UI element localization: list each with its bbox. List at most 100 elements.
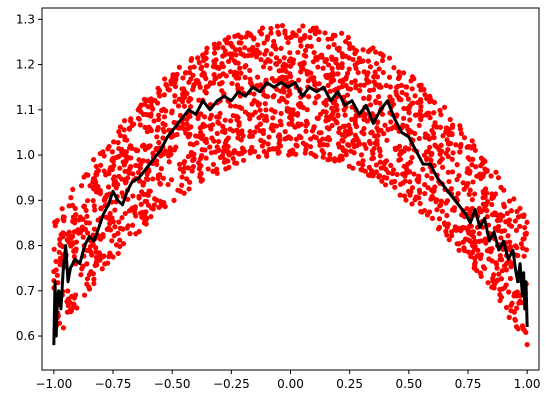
scatter-point bbox=[251, 97, 257, 104]
scatter-point bbox=[374, 141, 380, 147]
scatter-point bbox=[269, 122, 275, 128]
scatter-point bbox=[517, 223, 523, 229]
scatter-point bbox=[418, 104, 424, 110]
scatter-point bbox=[300, 23, 306, 29]
scatter-point bbox=[166, 159, 172, 165]
scatter-point bbox=[141, 180, 147, 186]
scatter-point bbox=[111, 233, 117, 239]
scatter-point bbox=[150, 150, 156, 156]
scatter-point bbox=[302, 47, 309, 54]
scatter-point bbox=[272, 42, 278, 49]
scatter-point bbox=[286, 88, 292, 94]
scatter-point bbox=[466, 223, 473, 229]
scatter-point bbox=[327, 151, 333, 158]
scatter-point bbox=[318, 130, 324, 136]
scatter-point bbox=[361, 95, 367, 101]
scatter-point bbox=[180, 121, 186, 127]
scatter-point bbox=[247, 133, 253, 139]
scatter-point bbox=[111, 163, 117, 169]
scatter-point bbox=[259, 143, 265, 149]
scatter-point bbox=[411, 171, 417, 177]
scatter-point bbox=[482, 158, 488, 164]
scatter-point bbox=[506, 314, 512, 320]
scatter-point bbox=[110, 254, 116, 260]
scatter-point bbox=[101, 153, 107, 159]
scatter-point bbox=[172, 93, 178, 99]
scatter-point bbox=[342, 123, 348, 129]
scatter-point bbox=[295, 123, 302, 129]
scatter-point bbox=[256, 101, 262, 107]
scatter-point bbox=[310, 59, 316, 65]
scatter-point bbox=[339, 153, 345, 160]
scatter-point bbox=[403, 92, 410, 98]
scatter-point bbox=[161, 92, 167, 98]
scatter-point bbox=[391, 65, 397, 71]
scatter-point bbox=[215, 138, 222, 145]
scatter-point bbox=[83, 171, 89, 178]
scatter-point bbox=[234, 82, 241, 88]
scatter-point bbox=[130, 171, 136, 177]
scatter-point bbox=[483, 186, 489, 192]
scatter-point bbox=[523, 247, 530, 253]
scatter-point bbox=[417, 111, 423, 117]
scatter-point bbox=[116, 129, 122, 135]
scatter-point bbox=[334, 107, 340, 113]
scatter-point bbox=[142, 124, 148, 130]
scatter-point bbox=[211, 41, 217, 47]
scatter-point bbox=[396, 75, 402, 82]
scatter-point bbox=[357, 82, 364, 88]
scatter-point bbox=[312, 82, 318, 88]
scatter-point bbox=[112, 224, 118, 230]
scatter-point bbox=[198, 111, 204, 117]
scatter-point bbox=[456, 247, 462, 253]
scatter-point bbox=[151, 202, 158, 208]
scatter-point bbox=[208, 150, 215, 156]
scatter-point bbox=[225, 149, 231, 155]
scatter-point bbox=[86, 220, 93, 226]
line-series bbox=[52, 81, 529, 346]
scatter-point bbox=[370, 87, 377, 93]
scatter-point bbox=[374, 125, 380, 131]
scatter-point bbox=[412, 93, 418, 99]
scatter-point bbox=[380, 69, 386, 76]
scatter-point bbox=[385, 170, 391, 176]
scatter-point bbox=[438, 142, 444, 148]
scatter-point bbox=[262, 93, 269, 99]
scatter-point bbox=[277, 75, 283, 81]
scatter-point bbox=[258, 57, 264, 63]
scatter-point bbox=[435, 226, 442, 232]
scatter-point bbox=[171, 197, 177, 203]
scatter-point bbox=[278, 45, 284, 52]
scatter-point bbox=[73, 248, 79, 254]
scatter-point bbox=[358, 152, 365, 158]
scatter-point bbox=[145, 192, 151, 198]
scatter-point bbox=[316, 36, 322, 43]
scatter-point bbox=[476, 231, 482, 237]
scatter-point bbox=[421, 86, 427, 93]
scatter-point bbox=[495, 277, 501, 283]
scatter-point bbox=[72, 216, 78, 222]
scatter-point bbox=[126, 145, 133, 151]
scatter-point bbox=[157, 181, 164, 187]
scatter-point bbox=[257, 107, 263, 113]
scatter-point bbox=[447, 116, 453, 123]
scatter-point bbox=[465, 237, 471, 243]
scatter-point bbox=[306, 94, 312, 100]
scatter-point bbox=[501, 204, 507, 210]
scatter-point bbox=[143, 215, 150, 222]
scatter-point bbox=[296, 133, 303, 139]
scatter-point bbox=[185, 132, 191, 138]
scatter-point bbox=[225, 34, 232, 41]
scatter-point bbox=[254, 124, 260, 130]
scatter-point bbox=[197, 163, 203, 169]
scatter-point bbox=[320, 65, 326, 71]
scatter-point bbox=[164, 83, 170, 89]
scatter-point bbox=[469, 138, 475, 144]
scatter-point bbox=[397, 192, 403, 198]
scatter-point bbox=[432, 142, 438, 148]
scatter-point bbox=[122, 168, 128, 174]
scatter-point bbox=[401, 193, 408, 199]
scatter-point bbox=[429, 175, 435, 181]
scatter-point bbox=[154, 158, 160, 164]
scatter-point bbox=[508, 208, 514, 214]
